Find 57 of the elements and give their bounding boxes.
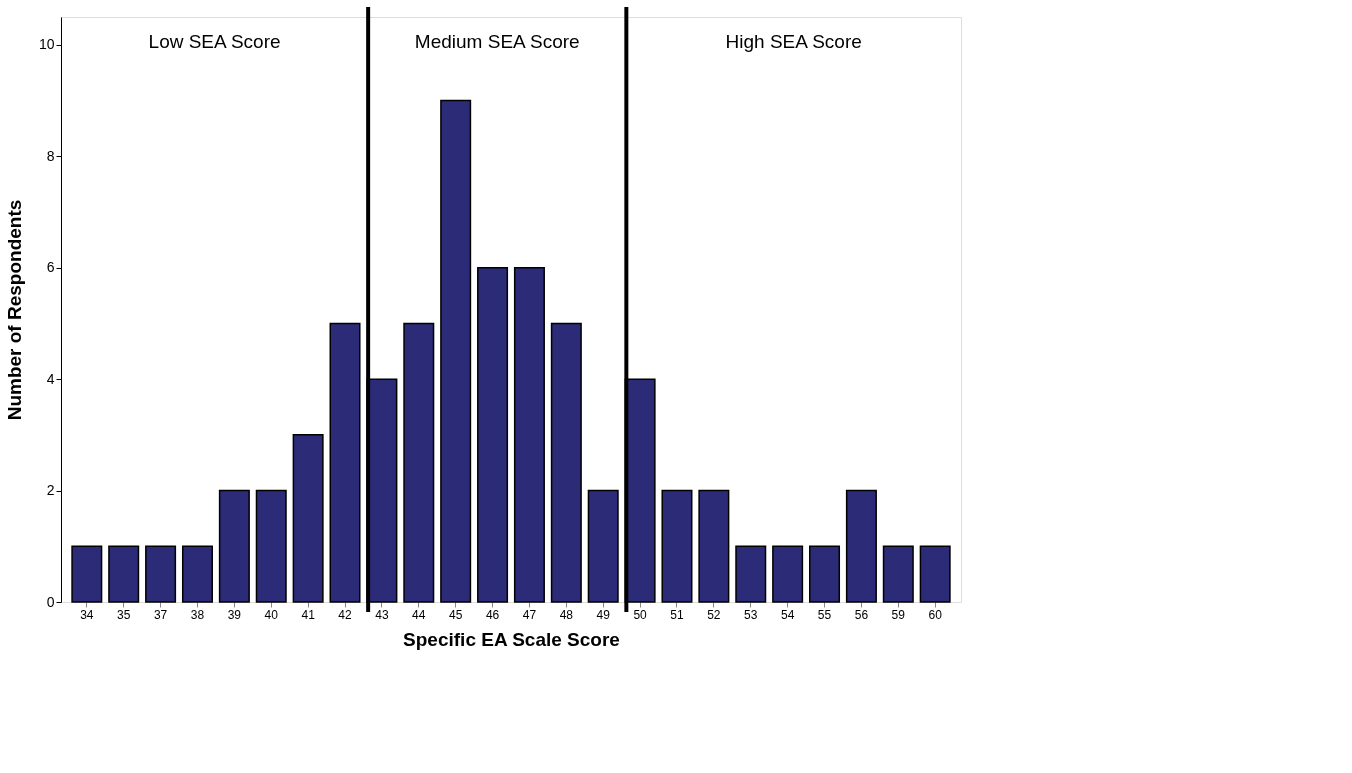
- bar: [477, 266, 509, 603]
- y-tick-label: 6: [46, 259, 55, 276]
- bar: [845, 489, 877, 603]
- x-tick-label: 51: [670, 607, 684, 622]
- bar: [292, 434, 324, 603]
- annotation: High SEA Score: [725, 31, 862, 52]
- x-tick-label: 43: [375, 607, 389, 622]
- x-tick-label: 44: [412, 607, 426, 622]
- x-tick-label: 45: [448, 607, 463, 622]
- bar: [919, 545, 951, 603]
- bar: [735, 545, 767, 603]
- x-tick-label: 48: [559, 607, 574, 622]
- x-tick-label: 39: [227, 607, 242, 622]
- x-tick-label: 54: [780, 607, 795, 622]
- x-tick-label: 34: [80, 607, 94, 622]
- bar: [145, 545, 177, 603]
- bar: [218, 489, 250, 603]
- x-tick-label: 35: [117, 607, 131, 622]
- bar: [882, 545, 914, 603]
- x-tick-label: 37: [153, 607, 168, 622]
- bar: [181, 545, 213, 603]
- x-tick-label: 40: [264, 607, 279, 622]
- x-tick-label: 52: [707, 607, 721, 622]
- bar: [329, 322, 361, 603]
- x-tick-label: 60: [928, 607, 943, 622]
- x-tick-label: 50: [633, 607, 648, 622]
- x-tick-label: 47: [522, 607, 537, 622]
- x-tick-label: 59: [891, 607, 906, 622]
- y-tick-label: 8: [46, 147, 55, 164]
- bar: [513, 266, 545, 603]
- bar: [71, 545, 103, 603]
- x-tick-label: 49: [596, 607, 611, 622]
- bar: [809, 545, 841, 603]
- bar: [403, 322, 435, 603]
- x-tick-label: 56: [854, 607, 869, 622]
- bar: [440, 99, 472, 603]
- y-tick-label: 0: [46, 593, 55, 610]
- x-tick-label: 53: [744, 607, 758, 622]
- y-tick-label: 4: [46, 370, 55, 387]
- annotation: Medium SEA Score: [414, 31, 580, 52]
- bar: [108, 545, 140, 603]
- x-tick-label: 38: [190, 607, 205, 622]
- y-axis-title: Number of Respondents: [3, 199, 25, 421]
- bar: [550, 322, 582, 603]
- x-tick-label: 42: [338, 607, 353, 622]
- bar: [255, 489, 287, 603]
- y-tick-label: 2: [46, 482, 55, 499]
- bar: [587, 489, 619, 603]
- x-axis-title: Specific EA Scale Score: [403, 628, 620, 650]
- x-tick-label: 46: [485, 607, 500, 622]
- x-tick-label: 55: [817, 607, 832, 622]
- annotation: Low SEA Score: [148, 31, 281, 52]
- bar: [661, 489, 693, 603]
- bar: [772, 545, 804, 603]
- bar: [698, 489, 730, 603]
- x-tick-label: 41: [301, 607, 316, 622]
- y-tick-label: 10: [38, 36, 55, 53]
